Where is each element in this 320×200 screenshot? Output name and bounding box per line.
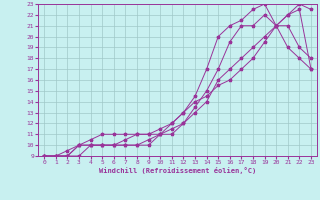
X-axis label: Windchill (Refroidissement éolien,°C): Windchill (Refroidissement éolien,°C) [99, 167, 256, 174]
